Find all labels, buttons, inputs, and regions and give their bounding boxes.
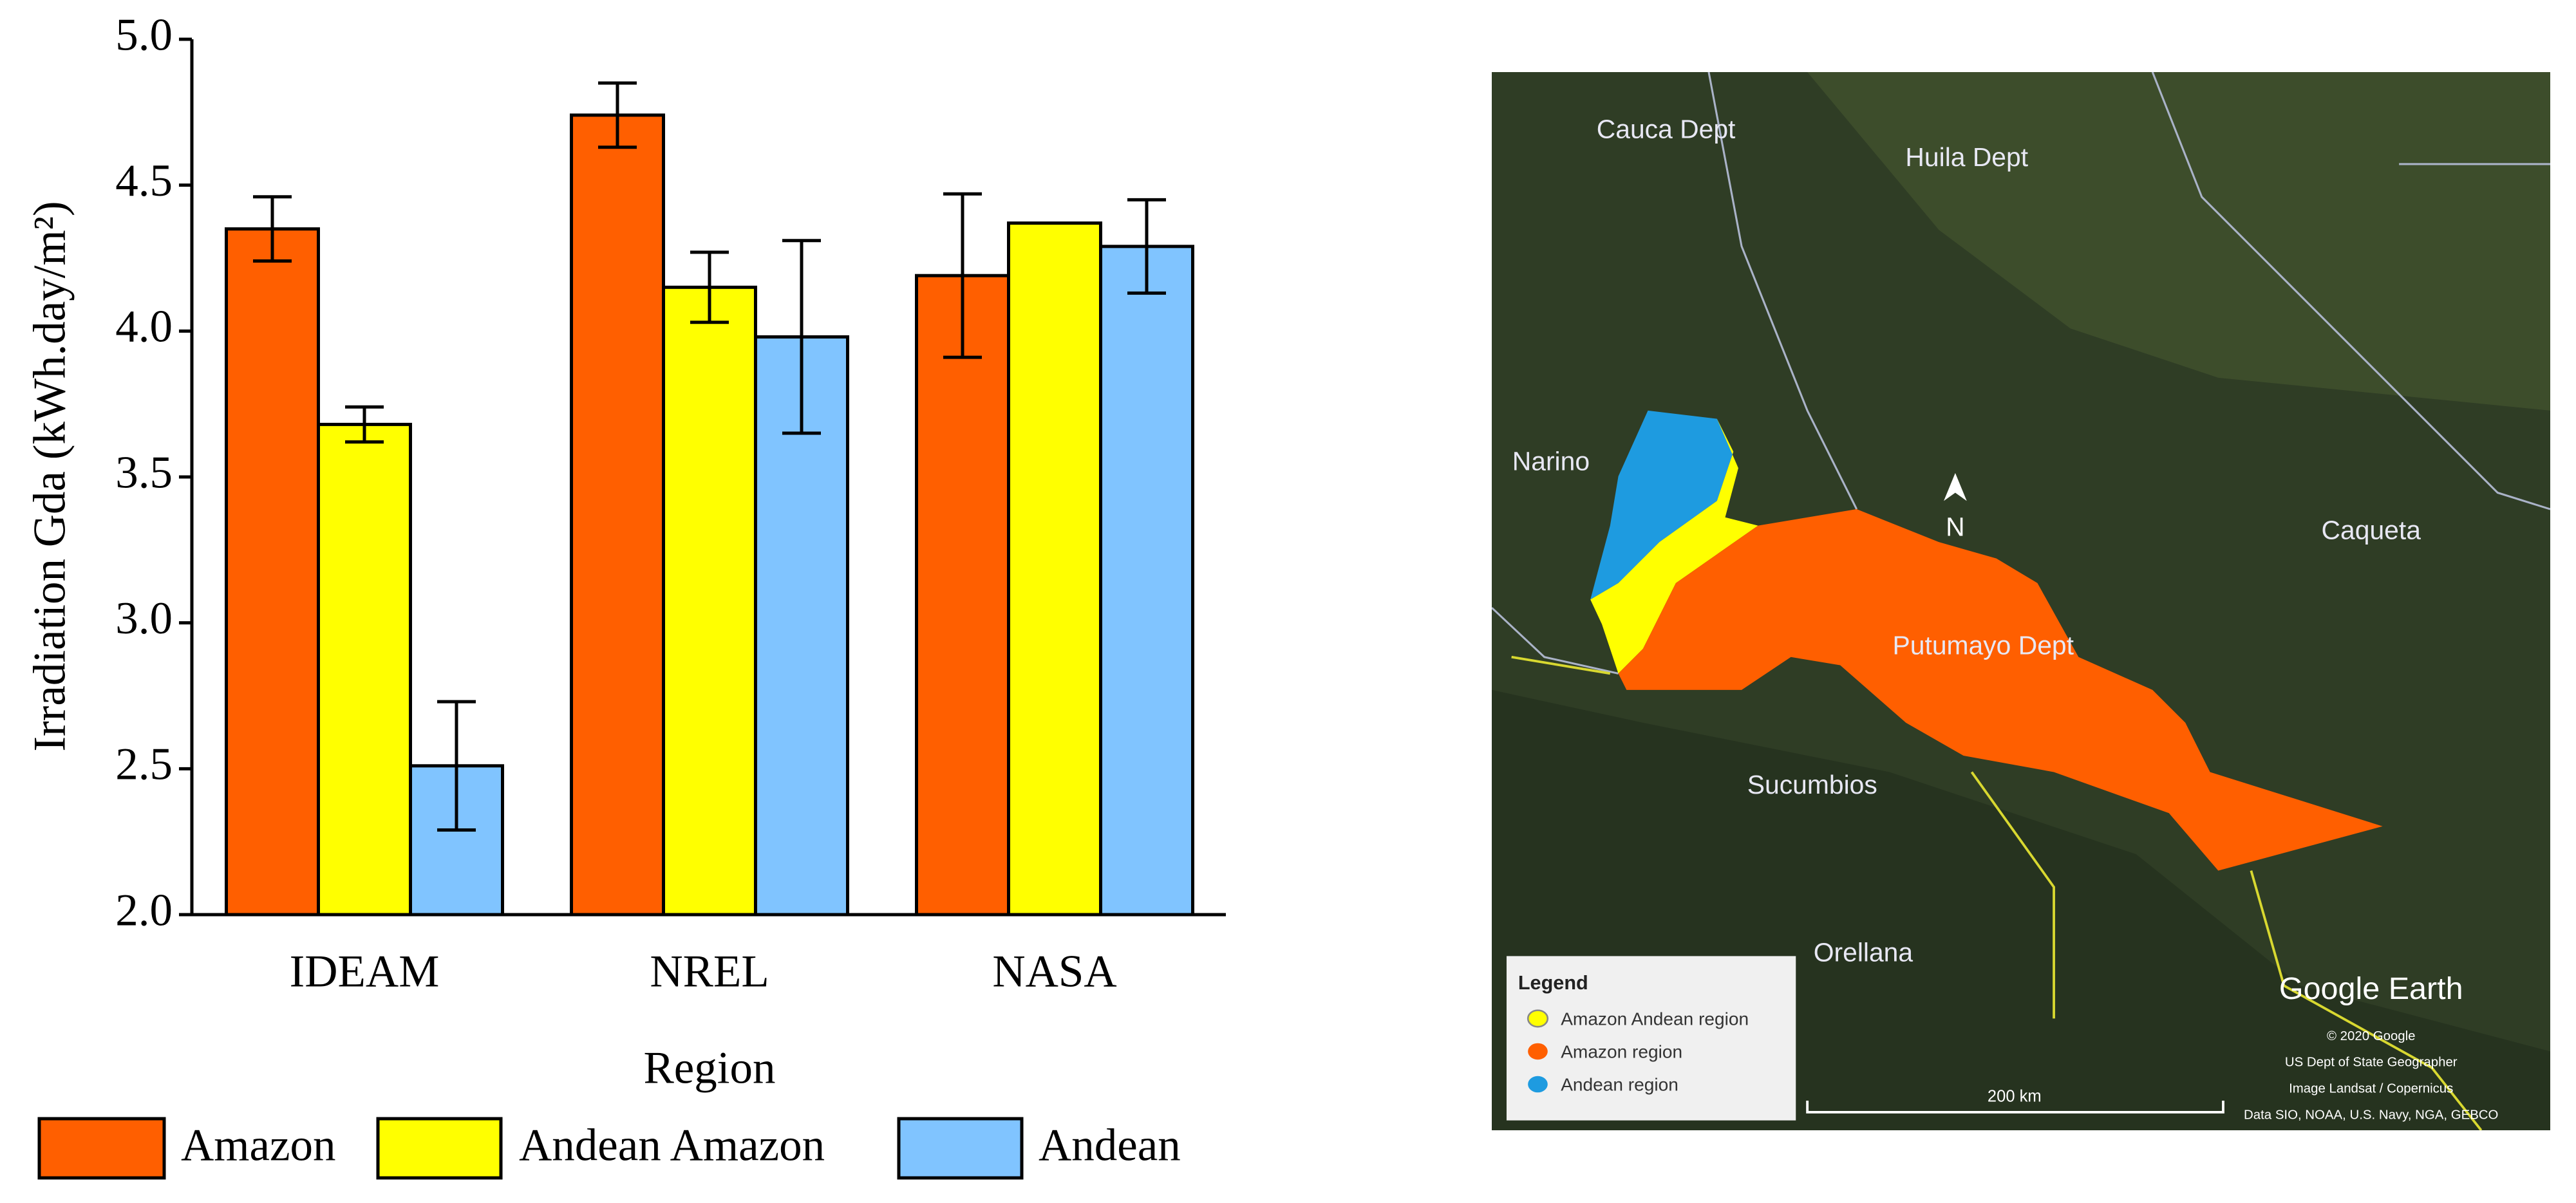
bar xyxy=(915,274,1010,917)
bar xyxy=(1007,221,1102,917)
error-bar xyxy=(690,250,729,324)
legend-title: Legend xyxy=(1518,972,1588,994)
legend-swatch xyxy=(897,1117,1024,1180)
map-label: Huila Dept xyxy=(1905,142,2028,172)
x-tick-label: NASA xyxy=(992,946,1116,996)
border xyxy=(1492,72,2550,675)
error-bar xyxy=(345,405,384,444)
terrain xyxy=(1807,72,2550,411)
x-axis-label: Region xyxy=(643,1043,775,1093)
bar xyxy=(317,422,412,917)
border xyxy=(1511,655,2483,1130)
amazon-region xyxy=(1618,509,2383,871)
map-label: Orellana xyxy=(1814,938,1913,967)
map-label: Narino xyxy=(1512,446,1590,476)
legend-label: Andean xyxy=(1039,1120,1181,1170)
legend-label: Amazon Andean region xyxy=(1561,1009,1749,1029)
north-label: N xyxy=(1946,512,1965,541)
amazon-andean-region xyxy=(1590,418,1758,674)
legend-swatch xyxy=(376,1117,503,1180)
x-tick-label: IDEAM xyxy=(290,946,440,996)
scale-label: 200 km xyxy=(1988,1088,2042,1106)
attribution: © 2020 Google xyxy=(2327,1029,2416,1043)
y-tick-label: 4.5 xyxy=(115,156,173,206)
bar xyxy=(1099,245,1194,917)
x-tick-label: NREL xyxy=(650,946,769,996)
andean-region xyxy=(1590,410,1734,600)
legend-swatch xyxy=(37,1117,166,1180)
scale-bar xyxy=(1806,1101,2224,1114)
map-label: Cauca Dept xyxy=(1597,115,1736,144)
attribution: Image Landsat / Copernicus xyxy=(2289,1082,2453,1096)
bar xyxy=(662,285,757,917)
chart: Irradiation Gda (kWh.day/m²) Region IDEA… xyxy=(24,10,1226,1180)
error-bar xyxy=(1127,198,1166,295)
map-label: Sucumbios xyxy=(1747,770,1877,799)
attribution: Data SIO, NOAA, U.S. Navy, NGA, GEBCO xyxy=(2244,1108,2498,1122)
y-tick-label: 5.0 xyxy=(115,10,173,60)
map-label: Caqueta xyxy=(2322,516,2421,545)
legend-swatch xyxy=(1528,1076,1548,1093)
legend-label: Andean region xyxy=(1561,1074,1678,1094)
y-tick-label: 4.0 xyxy=(115,302,173,352)
legend-swatch xyxy=(1528,1043,1548,1060)
y-tick-label: 2.5 xyxy=(115,740,173,790)
legend-swatch xyxy=(1527,1009,1549,1028)
bar xyxy=(570,113,665,917)
attribution: US Dept of State Geographer xyxy=(2285,1056,2458,1070)
map-labels: Cauca Dept Huila Dept Narino Caqueta Put… xyxy=(1512,115,2421,967)
y-tick-label: 3.5 xyxy=(115,447,173,498)
error-bar xyxy=(782,239,821,435)
error-bar xyxy=(943,192,982,359)
y-tick-label: 2.0 xyxy=(115,885,173,935)
north-arrow xyxy=(1944,472,1967,501)
bar xyxy=(225,227,320,917)
legend-box xyxy=(1506,956,1796,1121)
error-bar xyxy=(253,195,292,263)
map-label: Putumayo Dept xyxy=(1893,630,2074,660)
y-tick-label: 3.0 xyxy=(115,593,173,644)
map-image: Cauca Dept Huila Dept Narino Caqueta Put… xyxy=(1492,72,2550,1130)
legend-label: Amazon region xyxy=(1561,1041,1682,1061)
legend-label: Amazon xyxy=(181,1120,336,1170)
brand: Google Earth xyxy=(2279,971,2463,1006)
legend-label: Andean Amazon xyxy=(519,1120,825,1170)
y-axis-label: Irradiation Gda (kWh.day/m²) xyxy=(24,201,75,751)
error-bar xyxy=(598,81,637,149)
error-bar xyxy=(437,700,476,832)
